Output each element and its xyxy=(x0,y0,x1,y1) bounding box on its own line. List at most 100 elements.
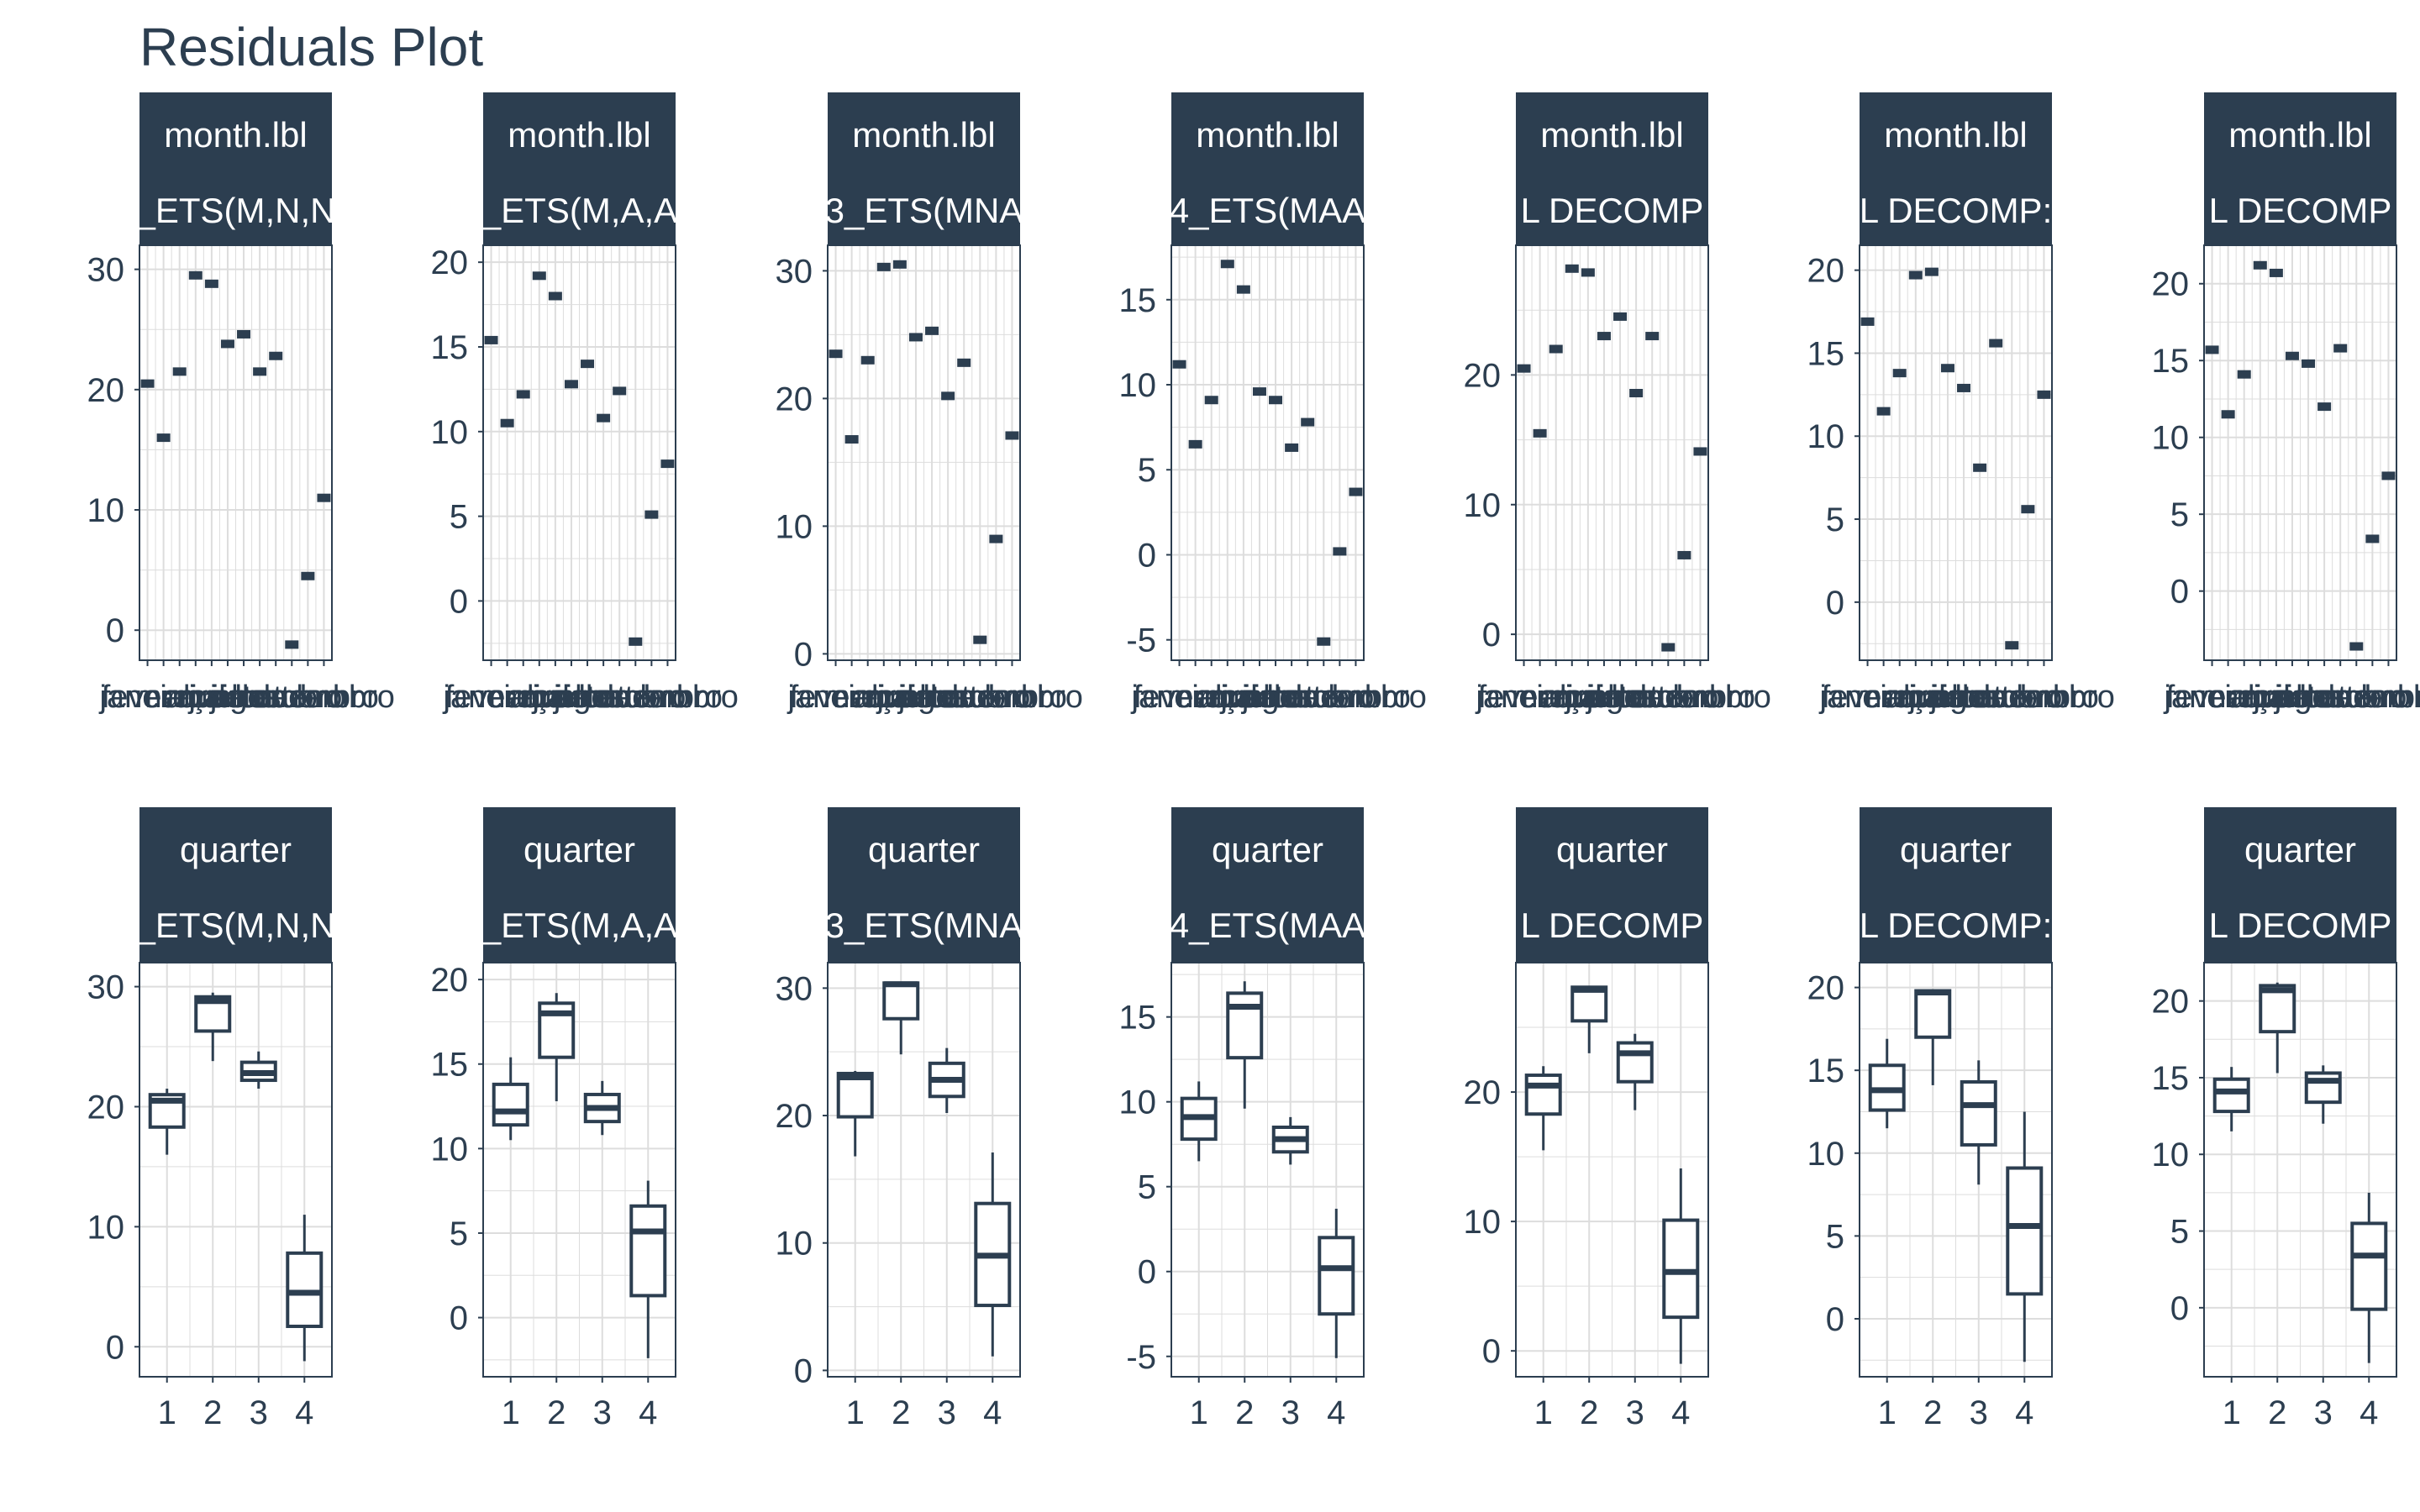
data-point xyxy=(1549,344,1563,354)
x-tick-label: dezembro xyxy=(253,680,395,715)
data-point xyxy=(2381,471,2396,480)
strip-labels: month.lbl _ETS(M,A,A xyxy=(483,115,676,230)
data-point xyxy=(989,534,1003,543)
y-tick-label: 10 xyxy=(1119,1084,1157,1121)
panel-border xyxy=(139,244,333,661)
x-tick-label: março xyxy=(2200,680,2289,715)
strip-labels: month.lbl L DECOMP xyxy=(1521,115,1704,230)
strip-label-variable: quarter xyxy=(1212,830,1323,869)
x-tick-label: setembro xyxy=(897,680,1030,715)
panel-border xyxy=(1171,244,1365,661)
y-tick-label: 10 xyxy=(2152,1137,2190,1173)
strip-label-variable: month.lbl xyxy=(1884,115,2027,155)
facet-panel-1-6: quarter L DECOMP 0 5 10 15 20 1 2 3 4 xyxy=(2152,807,2397,1431)
x-tick-label: dezembro xyxy=(1285,680,1427,715)
panel-border xyxy=(1859,244,2053,661)
data-point xyxy=(1581,268,1595,277)
panel-border xyxy=(2203,962,2397,1378)
data-point xyxy=(1172,360,1186,369)
data-point xyxy=(644,510,659,519)
x-tick-label: julho xyxy=(553,680,621,715)
data-point xyxy=(957,358,971,367)
x-tick-label: julho xyxy=(1586,680,1654,715)
x-tick-label: outubro xyxy=(1270,680,1378,715)
x-tick-label: maio xyxy=(1897,680,1966,715)
x-tick-label: setembro xyxy=(209,680,342,715)
y-tick-label: 0 xyxy=(1482,1333,1501,1370)
y-tick-label: 0 xyxy=(106,1329,124,1366)
x-tick-label: maio xyxy=(1209,680,1278,715)
data-point xyxy=(908,333,923,342)
y-tick-label: 0 xyxy=(106,612,124,649)
data-point xyxy=(1301,417,1315,427)
data-point xyxy=(172,367,187,376)
y-tick-label: 0 xyxy=(794,636,813,673)
boxplot-3 xyxy=(928,1047,965,1113)
data-point xyxy=(1349,487,1363,496)
data-point xyxy=(941,391,955,401)
data-point xyxy=(2221,410,2235,419)
x-tick-label: novembro xyxy=(2302,680,2420,715)
panel-border xyxy=(139,962,333,1378)
data-point xyxy=(2021,505,2035,514)
y-tick-label: 0 xyxy=(1826,1301,1844,1338)
data-point xyxy=(2205,345,2219,354)
x-tick-label: fevereiro xyxy=(1134,680,1258,715)
x-tick-label: fevereiro xyxy=(1822,680,1946,715)
data-point xyxy=(1188,439,1202,449)
x-tick-label: abril xyxy=(1886,680,1946,715)
strip-header xyxy=(139,807,332,963)
data-point xyxy=(973,635,987,644)
box-iqr xyxy=(629,1204,667,1298)
data-point xyxy=(220,339,234,349)
data-point xyxy=(1269,396,1283,405)
y-tick-label: 20 xyxy=(431,962,469,999)
boxplot-2 xyxy=(538,993,576,1102)
strip-labels: month.lbl 3_ETS(MNA xyxy=(828,115,1020,230)
y-tick-label: 15 xyxy=(1807,335,1845,372)
boxplot-4 xyxy=(1662,1168,1700,1364)
data-point xyxy=(1005,431,1019,440)
boxplot-2 xyxy=(1226,981,1264,1109)
panel-border xyxy=(482,962,676,1378)
data-point xyxy=(1533,428,1547,438)
data-point xyxy=(1517,364,1531,373)
boxplot-3 xyxy=(1960,1060,1997,1185)
boxplot-1 xyxy=(2212,1067,2250,1131)
data-point xyxy=(548,291,562,301)
y-tick-label: 20 xyxy=(87,372,125,409)
x-tick-label: janeiro xyxy=(443,680,539,715)
data-point xyxy=(2285,351,2299,360)
data-point xyxy=(1629,388,1644,397)
x-tick-label: 1 xyxy=(1534,1394,1553,1431)
strip-header xyxy=(828,92,1020,245)
strip-header xyxy=(483,92,676,245)
data-point xyxy=(140,379,155,388)
boxplot-1 xyxy=(148,1089,186,1155)
data-point xyxy=(1973,463,1987,472)
x-tick-label: outubro xyxy=(2302,680,2411,715)
y-tick-label: 0 xyxy=(2170,574,2189,611)
boxplot-4 xyxy=(974,1152,1012,1357)
strip-label-variable: month.lbl xyxy=(164,115,307,155)
x-tick-label: 2 xyxy=(1923,1394,1942,1431)
facet-panel-0-4: month.lbl L DECOMP 0 10 20 janeirofevereiroma… xyxy=(1464,92,1771,715)
x-tick-label: julho xyxy=(897,680,965,715)
y-tick-label: 0 xyxy=(794,1352,813,1389)
y-tick-label: 5 xyxy=(450,1215,468,1252)
x-tick-label: maio xyxy=(2242,680,2311,715)
boxplot-2 xyxy=(882,981,920,1055)
boxplot-4 xyxy=(2350,1192,2388,1363)
x-tick-label: 4 xyxy=(983,1394,1002,1431)
y-tick-label: 0 xyxy=(1138,1254,1156,1291)
boxplot-4 xyxy=(286,1215,324,1362)
facet-panel-1-1: quarter _ETS(M,A,A 0 5 10 15 20 1 2 3 4 xyxy=(431,807,676,1431)
x-tick-label: setembro xyxy=(1241,680,1374,715)
data-point xyxy=(1677,550,1691,559)
strip-labels: quarter 4_ETS(MAA xyxy=(1171,830,1364,945)
x-tick-label: junho xyxy=(1564,680,1643,715)
strip-label-model: _ETS(M,N,N xyxy=(134,906,335,945)
x-tick-label: maio xyxy=(865,680,934,715)
data-point xyxy=(1252,387,1266,396)
x-tick-label: abril xyxy=(509,680,570,715)
